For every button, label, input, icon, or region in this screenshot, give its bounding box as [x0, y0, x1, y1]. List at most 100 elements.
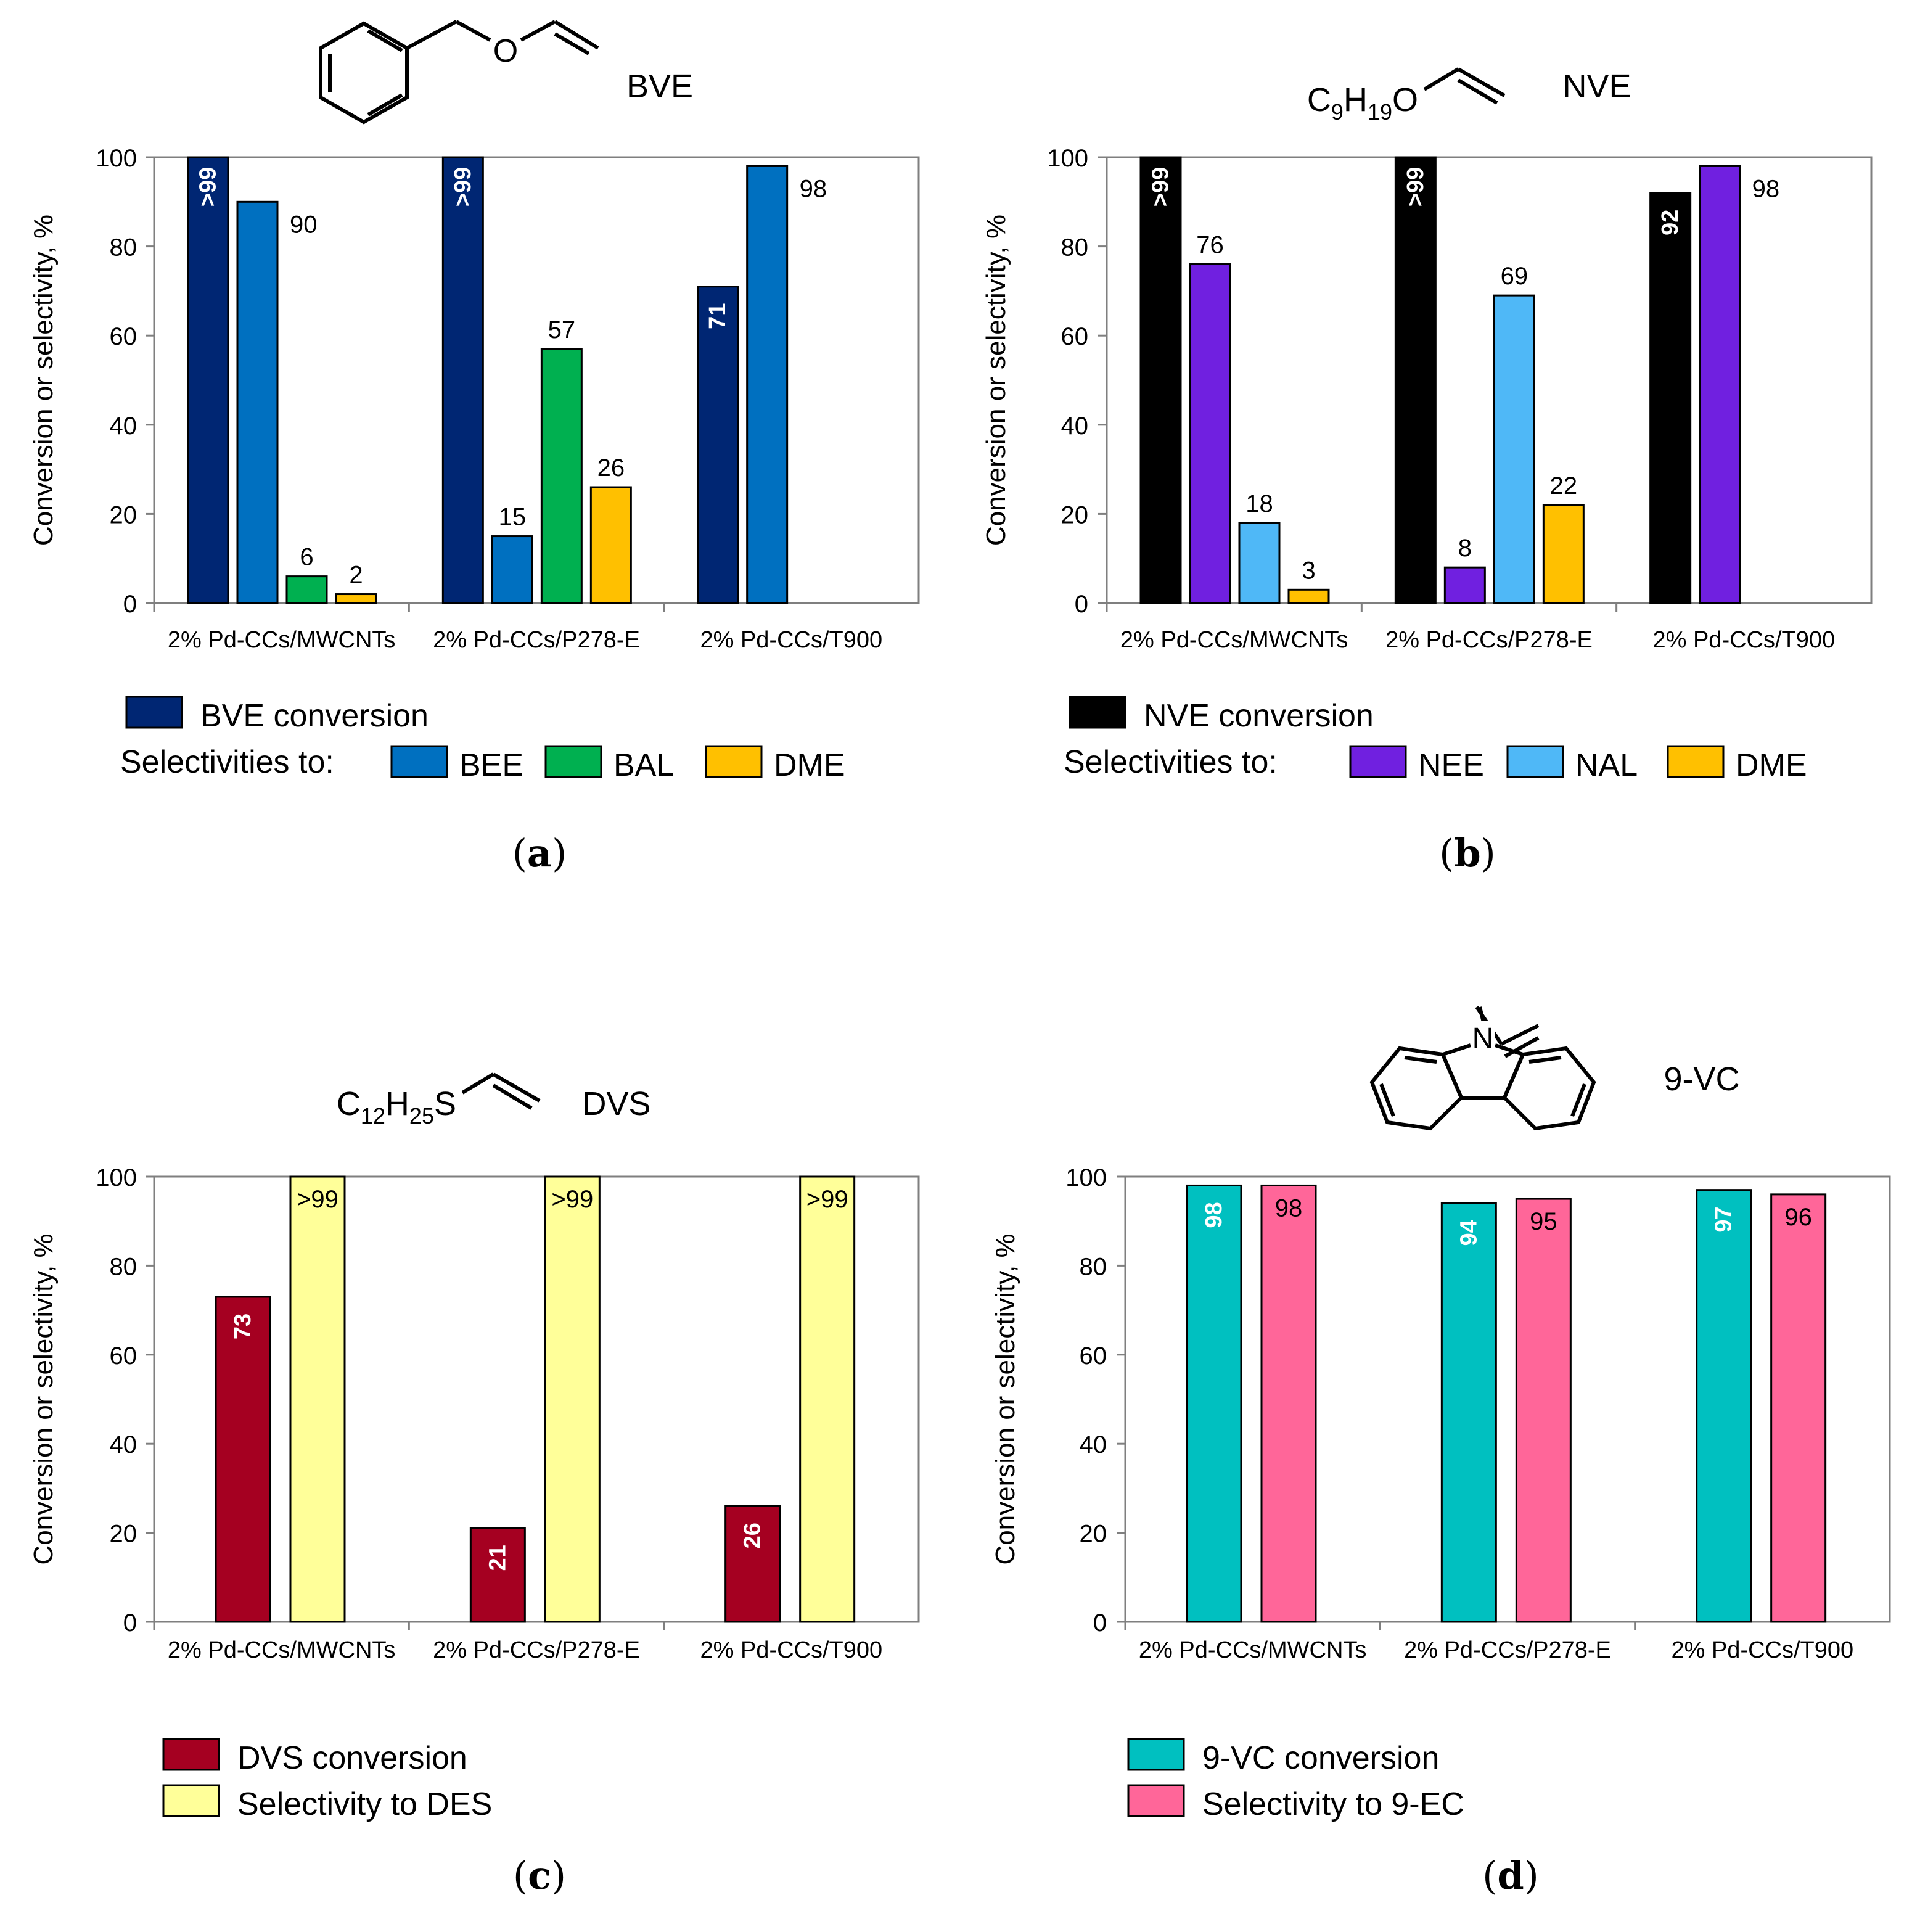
y-tick-label: 80 [110, 234, 137, 261]
y-axis-label: Conversion or selectivity, % [981, 215, 1011, 546]
data-label: 26 [597, 454, 625, 482]
legend-swatch [1069, 696, 1126, 729]
panel-label-close: ) [1524, 1853, 1539, 1898]
bar [1493, 294, 1535, 604]
legend-label: Selectivities to: [120, 744, 334, 780]
bar [1440, 1202, 1497, 1623]
bar [1287, 588, 1330, 604]
dvs-compound-label: DVS [582, 1085, 650, 1122]
y-tick-label: 80 [110, 1253, 137, 1280]
bar [1189, 263, 1231, 604]
data-label: >99 [297, 1186, 338, 1213]
legend-swatch [162, 1738, 220, 1771]
plot-area [1124, 1175, 1891, 1623]
dvs-formula-c: C [337, 1085, 361, 1122]
legend-swatch [390, 745, 448, 778]
panel-label: (a) [512, 831, 567, 876]
vinylcarbazole-structure [1369, 1006, 1596, 1131]
data-label: 97 [1711, 1207, 1737, 1233]
panel-label-letter: a [527, 831, 552, 876]
legend-label: Selectivities to: [1064, 744, 1278, 780]
nve-formula-c-sub: 9 [1331, 99, 1344, 125]
y-tick-label: 60 [1061, 323, 1089, 350]
bar [1186, 1184, 1242, 1623]
legend-swatch [544, 745, 602, 778]
data-label: >99 [551, 1186, 593, 1213]
bar [1260, 1184, 1317, 1623]
bar [215, 1296, 271, 1623]
data-label: 71 [705, 303, 731, 329]
legend-label: Selectivity to 9-EC [1202, 1786, 1464, 1822]
bar [544, 1175, 601, 1623]
data-label: 69 [1501, 263, 1528, 290]
panel-label: (b) [1439, 831, 1496, 876]
x-tick-label: 2% Pd-CCs/P278-E [433, 627, 640, 653]
y-tick-label: 40 [1061, 413, 1089, 440]
x-tick-label: 2% Pd-CCs/T900 [700, 1637, 882, 1663]
legend-swatch [162, 1784, 220, 1817]
bar [1443, 566, 1486, 604]
y-tick-label: 80 [1080, 1253, 1107, 1280]
legends: BVE conversion Selectivities to: BEE BAL DME… [120, 696, 1807, 1822]
legend-label: 9-VC conversion [1202, 1740, 1439, 1776]
data-label: 21 [485, 1545, 511, 1571]
data-label: 22 [1550, 472, 1578, 499]
legend-label: Selectivity to DES [237, 1786, 492, 1822]
panel-label-open: ( [512, 831, 527, 876]
dvs-formula-h-sub: 25 [409, 1103, 434, 1128]
chart-panel-3: 0 20 40 60 80 100 Conversion or selectivity, %… [28, 1164, 920, 1663]
data-label: 98 [1275, 1194, 1303, 1222]
bar [540, 348, 583, 604]
chart-panel-2: 0 20 40 60 80 100 Conversion or selectivity, %… [981, 145, 1873, 653]
y-axis-label: Conversion or selectivity, % [28, 1233, 59, 1564]
bar [441, 156, 484, 604]
bar [469, 1527, 526, 1623]
data-label: 6 [300, 544, 313, 571]
panel-label-open: ( [1439, 831, 1454, 876]
bar [746, 165, 789, 604]
dvs-formula-s: S [434, 1085, 456, 1122]
bar [289, 1175, 346, 1623]
legend-label: BVE conversion [200, 698, 429, 734]
bar [1238, 522, 1281, 604]
chart-panel-4: 0 20 40 60 80 100 Conversion or selectivity, %… [990, 1164, 1891, 1663]
y-tick-label: 100 [1065, 1164, 1107, 1191]
x-tick-label: 2% Pd-CCs/P278-E [1404, 1637, 1611, 1663]
y-axis-label: Conversion or selectivity, % [990, 1233, 1020, 1564]
x-tick-label: 2% Pd-CCs/MWCNTs [1120, 627, 1348, 653]
x-tick-label: 2% Pd-CCs/MWCNTs [1139, 1637, 1366, 1663]
bar [1139, 156, 1182, 604]
legend-label: NAL [1575, 747, 1638, 783]
data-label: >99 [1148, 167, 1174, 207]
legend-swatch [1127, 1784, 1185, 1817]
bve-oxygen: O [493, 33, 518, 69]
y-tick-label: 20 [110, 1521, 137, 1548]
bve-structure [319, 20, 599, 125]
panel-label-open: ( [513, 1853, 528, 1898]
legend-swatch [125, 696, 183, 729]
legend-label: NEE [1418, 747, 1484, 783]
bve-compound-label: BVE [626, 68, 693, 105]
legend-swatch [705, 745, 763, 778]
bar [335, 593, 377, 604]
nve-formula-h-sub: 19 [1368, 99, 1392, 125]
nve-formula-o: O [1392, 81, 1418, 118]
panel-label-open: ( [1482, 1853, 1497, 1898]
legend-swatch [1667, 745, 1725, 778]
legend-label: NVE conversion [1144, 698, 1374, 734]
data-label: 15 [499, 504, 527, 531]
data-label: 3 [1302, 557, 1315, 584]
panel-label: (c) [513, 1853, 566, 1898]
bar [1696, 1189, 1752, 1623]
plot-area [1106, 156, 1873, 604]
bar [799, 1175, 856, 1623]
bar [1394, 156, 1437, 604]
data-label: 98 [800, 175, 827, 202]
y-tick-label: 100 [96, 145, 137, 172]
data-label: 73 [230, 1313, 256, 1339]
y-tick-label: 60 [1080, 1342, 1107, 1370]
x-tick-label: 2% Pd-CCs/MWCNTs [168, 1637, 395, 1663]
y-tick-label: 100 [1047, 145, 1088, 172]
panel-label-letter: c [528, 1853, 551, 1898]
legend-label: DME [1736, 747, 1807, 783]
